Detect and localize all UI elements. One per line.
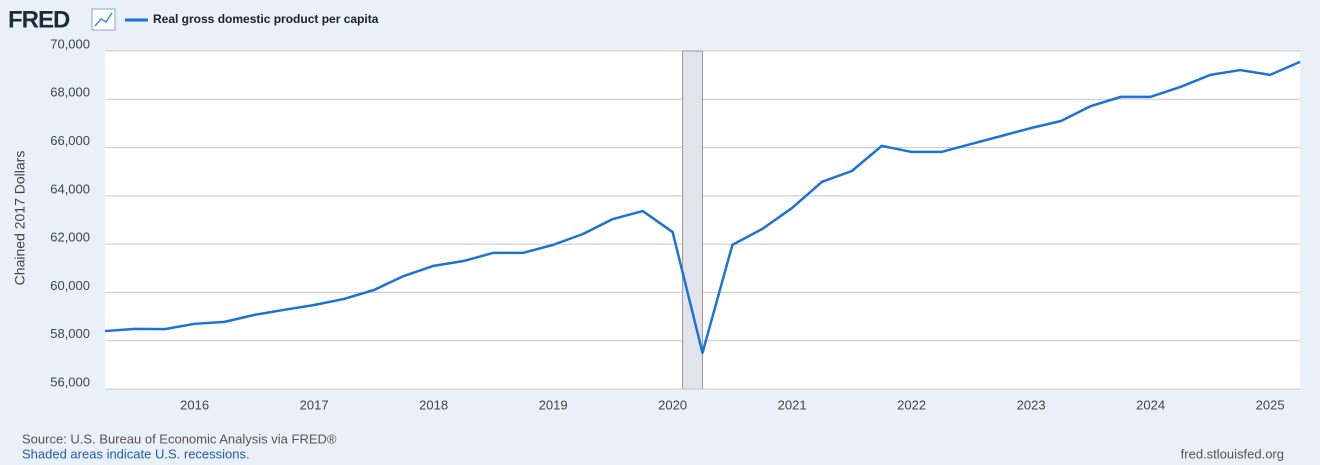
y-tick-label: 60,000 [50, 278, 90, 293]
x-tick-label: 2016 [180, 397, 209, 412]
x-tick-label: 2021 [778, 397, 807, 412]
x-tick-label: 2023 [1017, 397, 1046, 412]
y-tick-label: 64,000 [50, 181, 90, 196]
recession-note[interactable]: Shaded areas indicate U.S. recessions. [22, 446, 250, 461]
source: Source: U.S. Bureau of Economic Analysis… [22, 431, 337, 446]
x-tick-label: 2024 [1136, 397, 1165, 412]
y-tick-label: 56,000 [50, 374, 90, 389]
x-tick-label: 2019 [539, 397, 568, 412]
logo[interactable]: FRED [8, 6, 71, 33]
site-link[interactable]: fred.stlouisfed.org [1181, 446, 1284, 461]
x-tick-label: 2017 [300, 397, 329, 412]
y-tick-label: 68,000 [50, 85, 90, 100]
data-line [104, 60, 1301, 355]
y-tick-label: 58,000 [50, 326, 90, 341]
y-tick-label: 66,000 [50, 133, 90, 148]
x-tick-label: 2025 [1256, 397, 1285, 412]
y-tick-label: 62,000 [50, 230, 90, 245]
logo-icon [91, 8, 116, 31]
y-tick-label: 70,000 [50, 36, 90, 51]
x-tick-label: 2018 [419, 397, 448, 412]
y-axis-title: Chained 2017 Dollars [12, 151, 28, 286]
x-tick-label: 2020 [658, 397, 687, 412]
x-tick-label: 2022 [897, 397, 926, 412]
legend-label: Real gross domestic product per capita [153, 12, 379, 26]
